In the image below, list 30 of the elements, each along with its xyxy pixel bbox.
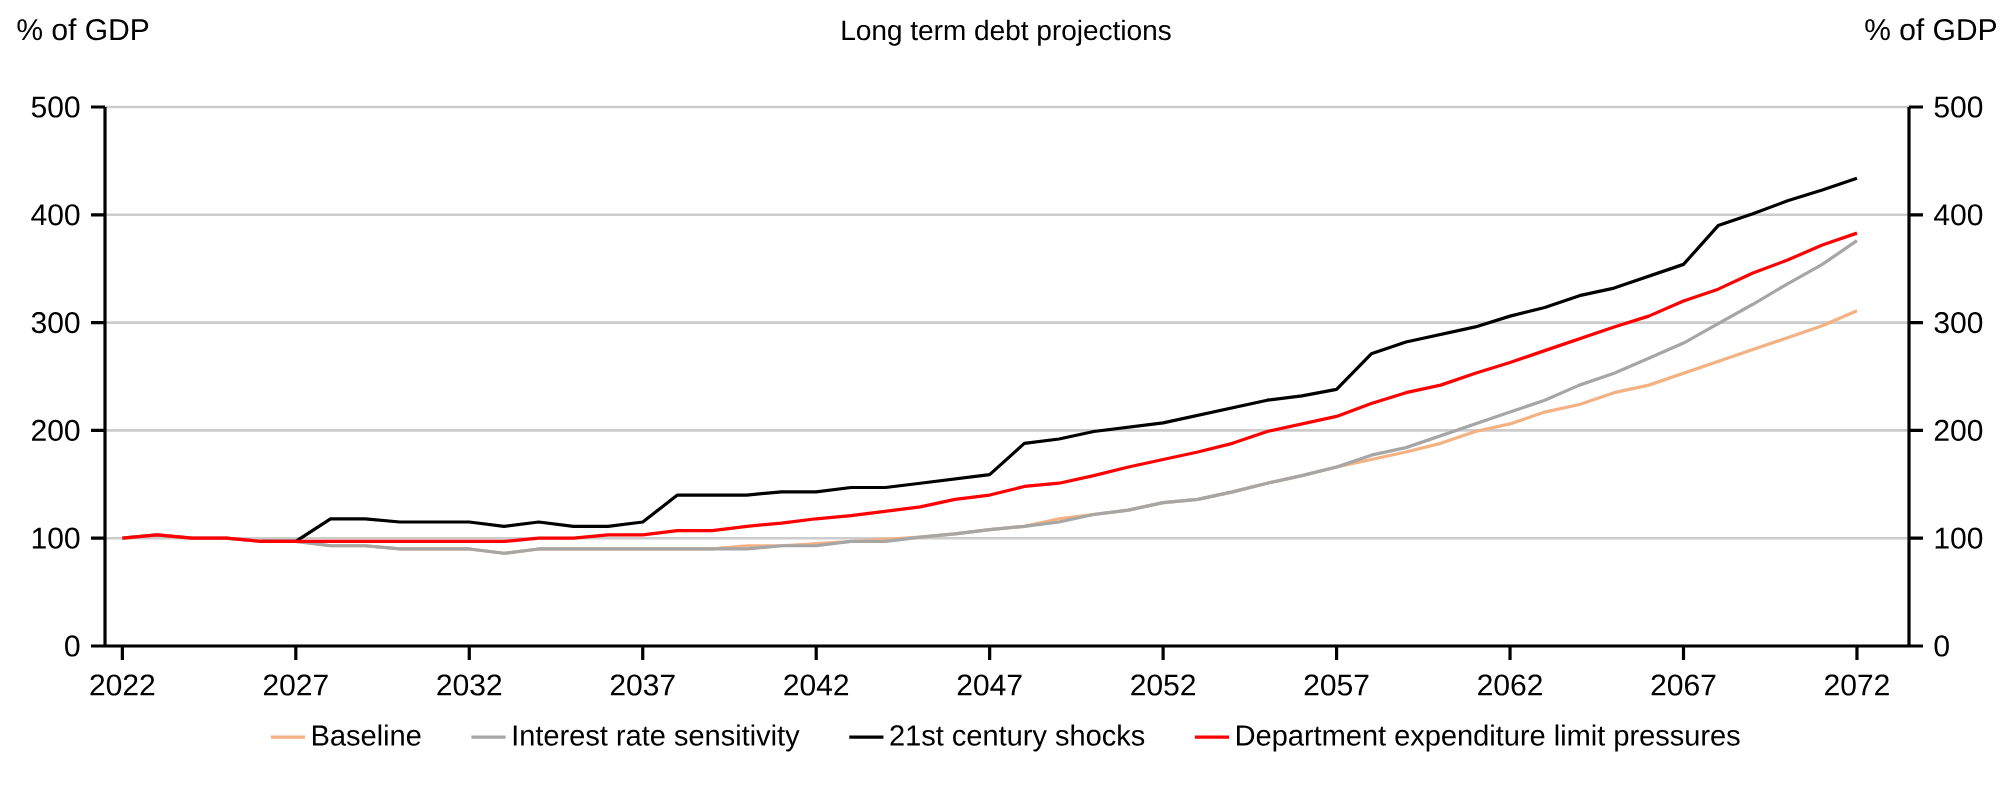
y-tick-label: 100 [32, 527, 80, 549]
y2-tick-label: 100 [1935, 527, 1983, 549]
y-tick-label: 300 [31, 311, 80, 334]
legend-label: Baseline [312, 724, 421, 746]
x-tick-label: 2022 [90, 674, 155, 696]
chart-title: Long term debt projections [842, 19, 1171, 46]
legend-label: Department expenditure limit pressures [1237, 724, 1740, 752]
x-tick-label: 2052 [1131, 674, 1195, 696]
x-tick-label: 2027 [263, 674, 328, 696]
y-tick-label: 0 [65, 635, 80, 657]
y-axis-title: % of GDP [17, 18, 149, 41]
y-tick-label: 200 [32, 419, 80, 441]
legend-label: 21st century shocks [890, 724, 1145, 752]
y-tick-label: 400 [31, 204, 80, 226]
x-tick-label: 2042 [784, 674, 849, 696]
legend-label: Interest rate sensitivity [513, 724, 800, 752]
y2-tick-label: 200 [1934, 419, 1983, 441]
y2-tick-label: 400 [1934, 204, 1983, 226]
x-tick-label: 2037 [610, 674, 675, 696]
x-tick-label: 2072 [1825, 674, 1889, 696]
y2-tick-label: 300 [1934, 311, 1983, 334]
y2-tick-label: 0 [1934, 635, 1949, 657]
x-tick-label: 2067 [1651, 674, 1716, 696]
x-tick-label: 2032 [437, 674, 502, 696]
y2-axis-title: % of GDP [1865, 18, 1996, 41]
x-tick-label: 2057 [1304, 674, 1369, 696]
y-tick-label: 500 [31, 96, 80, 118]
y2-tick-label: 500 [1934, 96, 1983, 118]
x-tick-label: 2062 [1478, 674, 1542, 696]
x-tick-label: 2047 [957, 674, 1022, 696]
